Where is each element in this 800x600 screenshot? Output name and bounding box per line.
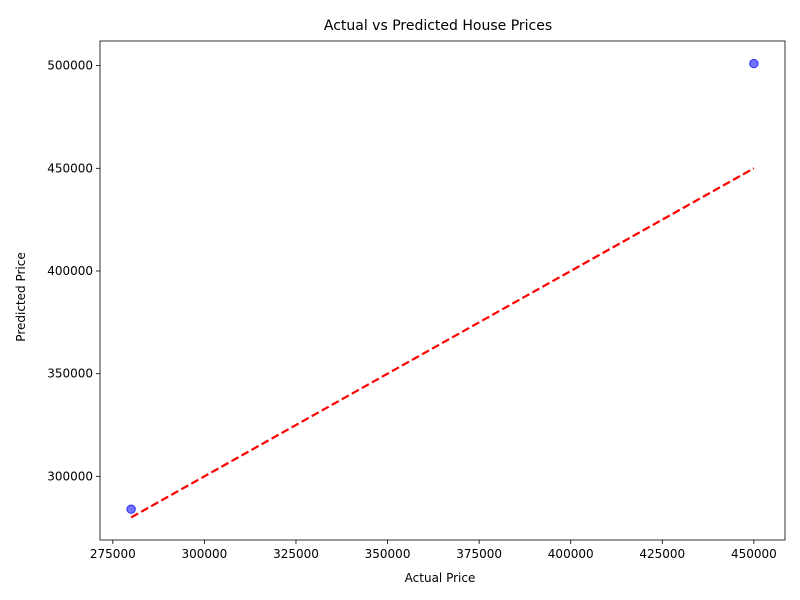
y-tick-label: 450000 (47, 161, 93, 175)
data-point-1 (126, 504, 136, 514)
chart-title: Actual vs Predicted House Prices (324, 18, 552, 34)
y-tick-label: 400000 (47, 264, 93, 278)
x-tick-label: 350000 (365, 547, 411, 561)
x-tick-label: 375000 (456, 547, 502, 561)
x-tick-label: 325000 (273, 547, 319, 561)
reference-line (130, 167, 755, 519)
x-tick-label: 300000 (181, 547, 227, 561)
plot-area: 275000 300000 325000 350000 375000 400000 4250… (47, 40, 786, 561)
x-tick-label: 400000 (548, 547, 594, 561)
x-axis-title: Actual Price (405, 571, 476, 585)
y-tick-label: 300000 (47, 469, 93, 483)
x-tick-label: 450000 (731, 547, 777, 561)
y-tick-label: 500000 (47, 59, 93, 73)
axes-frame (99, 40, 786, 541)
x-tick-label: 425000 (639, 547, 685, 561)
y-tick-label: 350000 (47, 367, 93, 381)
x-tick-label: 275000 (90, 547, 136, 561)
y-axis-title: Predicted Price (14, 252, 28, 341)
data-point-2 (749, 58, 759, 69)
